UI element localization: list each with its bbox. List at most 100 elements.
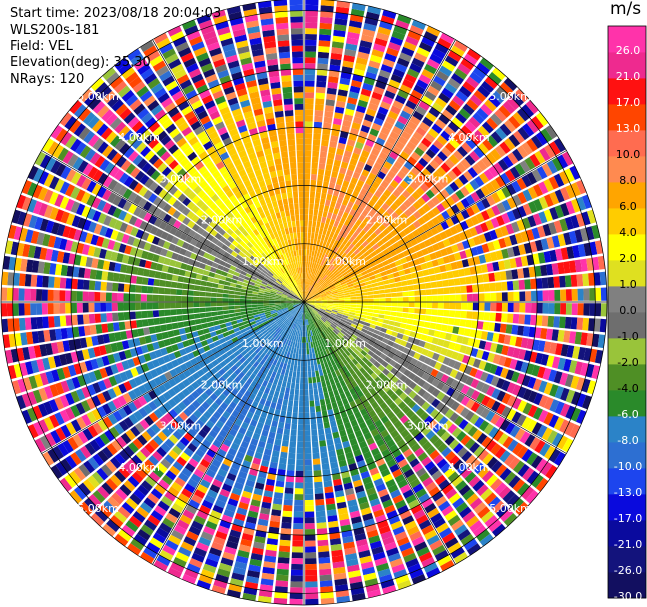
range-gate (251, 307, 258, 310)
range-gate (182, 314, 189, 321)
range-gate (463, 267, 471, 276)
range-gate (314, 263, 319, 270)
range-gate (492, 261, 500, 272)
range-gate (362, 512, 374, 522)
range-gate (305, 552, 317, 559)
range-gate (338, 267, 345, 273)
range-gate (305, 290, 309, 297)
range-gate (327, 300, 334, 302)
range-gate (382, 585, 397, 595)
range-gate (320, 222, 325, 229)
range-gate (309, 303, 316, 306)
range-gate (373, 290, 380, 295)
range-gate (390, 311, 397, 317)
range-gate (356, 105, 367, 114)
range-gate (278, 545, 291, 553)
range-gate (455, 90, 469, 102)
range-gate (469, 150, 480, 162)
range-gate (545, 464, 558, 479)
range-gate (331, 47, 343, 55)
range-gate (586, 333, 594, 347)
range-gate (349, 400, 357, 409)
range-gate (466, 493, 479, 506)
range-gate (381, 323, 389, 329)
range-gate (107, 271, 114, 282)
range-gate (48, 316, 55, 328)
range-gate (367, 102, 379, 112)
range-gate (484, 515, 498, 528)
range-gate (402, 347, 411, 355)
range-gate (362, 298, 369, 302)
range-gate (306, 319, 309, 325)
range-gate (392, 125, 403, 136)
range-gate (496, 302, 503, 312)
range-gate (582, 273, 590, 287)
range-gate (319, 157, 327, 164)
range-gate (376, 157, 385, 166)
range-gate (286, 470, 295, 477)
range-gate (312, 215, 318, 222)
range-gate (307, 313, 310, 319)
range-gate (421, 372, 430, 381)
range-gate (551, 235, 561, 248)
range-gate (218, 279, 226, 285)
range-gate (352, 231, 359, 239)
range-gate (405, 273, 413, 280)
range-gate (312, 281, 317, 288)
range-gate (331, 129, 340, 137)
range-gate (333, 572, 347, 580)
range-gate (325, 290, 332, 294)
range-gate (311, 329, 315, 336)
range-gate (361, 387, 369, 395)
range-gate (560, 202, 570, 217)
range-gate (426, 245, 435, 254)
range-gate (560, 344, 569, 357)
range-gate (512, 347, 521, 359)
range-gate (411, 366, 420, 375)
range-gate (351, 351, 358, 359)
range-gate (366, 368, 374, 376)
range-gate (318, 345, 323, 352)
range-gate (407, 438, 418, 448)
range-gate (473, 462, 486, 475)
range-gate (308, 220, 313, 227)
range-gate (314, 294, 320, 298)
range-gate (289, 388, 295, 395)
range-gate (392, 146, 402, 155)
range-gate (512, 442, 524, 456)
range-gate (309, 191, 316, 198)
range-gate (555, 343, 563, 356)
range-gate (374, 368, 382, 376)
range-gate (373, 43, 386, 53)
range-gate (332, 296, 339, 299)
range-gate (390, 429, 400, 439)
range-gate (407, 313, 415, 319)
range-gate (314, 306, 320, 310)
range-gate (599, 271, 607, 286)
range-gate (421, 193, 431, 203)
range-gate (501, 281, 508, 291)
range-gate (409, 266, 417, 273)
range-gate (313, 308, 319, 313)
range-gate (363, 572, 377, 581)
range-gate (200, 317, 207, 324)
range-gate (310, 185, 316, 192)
range-gate (304, 98, 314, 105)
range-gate (431, 309, 438, 316)
range-gate (444, 435, 455, 446)
range-gate (380, 415, 390, 424)
range-gate (89, 269, 97, 280)
range-gate (107, 322, 114, 333)
range-gate (370, 278, 378, 284)
range-gate (369, 498, 381, 507)
range-gate (512, 397, 522, 410)
range-gate (344, 276, 351, 281)
range-gate (483, 423, 494, 435)
range-gate (326, 305, 333, 308)
range-gate (363, 277, 371, 282)
range-gate (495, 282, 502, 292)
range-gate (372, 313, 379, 318)
range-gate (384, 288, 391, 294)
range-gate (449, 412, 460, 423)
